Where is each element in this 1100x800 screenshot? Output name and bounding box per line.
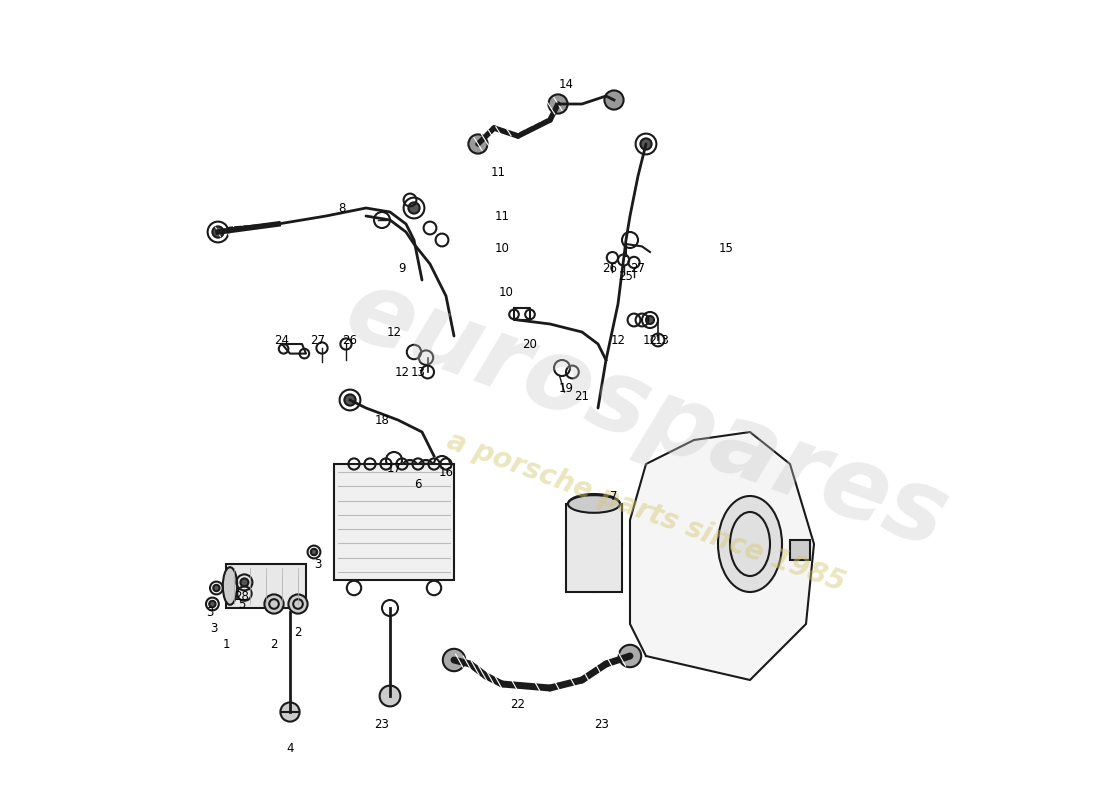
Text: 12: 12: [642, 334, 658, 346]
Circle shape: [241, 578, 249, 586]
Circle shape: [640, 138, 651, 150]
Bar: [334, 464, 454, 580]
Circle shape: [604, 90, 624, 110]
Text: 9: 9: [398, 262, 406, 274]
Ellipse shape: [568, 494, 620, 514]
Text: 3: 3: [315, 558, 321, 570]
Ellipse shape: [718, 496, 782, 592]
Circle shape: [443, 649, 465, 671]
Text: 12: 12: [386, 326, 402, 338]
Text: 5: 5: [239, 598, 245, 610]
Text: 13: 13: [410, 366, 426, 378]
Text: 21: 21: [574, 390, 590, 402]
Polygon shape: [630, 432, 814, 680]
Text: 11: 11: [491, 166, 506, 178]
Text: 24: 24: [275, 334, 289, 346]
Circle shape: [209, 601, 216, 607]
Ellipse shape: [223, 567, 238, 605]
Circle shape: [619, 645, 641, 667]
Text: 27: 27: [630, 262, 646, 274]
Text: 12: 12: [395, 366, 409, 378]
Text: 26: 26: [603, 262, 617, 274]
Text: 13: 13: [654, 334, 670, 346]
Text: 25: 25: [618, 270, 634, 282]
Text: eurospares: eurospares: [332, 262, 960, 570]
Circle shape: [646, 316, 654, 324]
Circle shape: [344, 394, 355, 406]
Text: 19: 19: [559, 382, 573, 394]
Circle shape: [418, 460, 434, 476]
Text: 23: 23: [375, 718, 389, 730]
Text: 16: 16: [439, 466, 453, 478]
Circle shape: [280, 702, 299, 722]
Text: 14: 14: [559, 78, 573, 90]
Text: 2: 2: [271, 638, 277, 650]
Ellipse shape: [566, 496, 621, 592]
Text: 22: 22: [510, 698, 526, 710]
Text: 15: 15: [718, 242, 734, 254]
Circle shape: [264, 594, 284, 614]
Text: 18: 18: [375, 414, 389, 426]
Circle shape: [213, 585, 220, 591]
Circle shape: [311, 549, 317, 555]
Circle shape: [408, 202, 419, 214]
Text: 27: 27: [310, 334, 326, 346]
Circle shape: [379, 686, 400, 706]
Circle shape: [402, 460, 418, 476]
Circle shape: [469, 134, 487, 154]
Text: 7: 7: [610, 490, 618, 502]
Bar: [566, 504, 621, 592]
Text: 10: 10: [498, 286, 514, 298]
Circle shape: [288, 594, 308, 614]
Text: 4: 4: [286, 742, 294, 754]
Text: 8: 8: [339, 202, 345, 214]
Text: a porsche parts since 1985: a porsche parts since 1985: [443, 426, 849, 598]
Text: 26: 26: [342, 334, 358, 346]
Text: 20: 20: [522, 338, 538, 350]
Bar: [226, 564, 306, 608]
Circle shape: [549, 94, 568, 114]
Text: 3: 3: [207, 606, 213, 618]
Text: 6: 6: [415, 478, 421, 490]
Text: 3: 3: [210, 622, 218, 634]
Text: 11: 11: [495, 210, 509, 222]
Text: 10: 10: [495, 242, 509, 254]
Text: 17: 17: [386, 462, 402, 474]
Text: 23: 23: [595, 718, 609, 730]
Bar: [790, 540, 810, 560]
Text: 1: 1: [222, 638, 230, 650]
Circle shape: [212, 226, 223, 238]
Text: 28: 28: [234, 590, 250, 602]
Text: 12: 12: [610, 334, 626, 346]
Ellipse shape: [568, 495, 620, 513]
Text: 2: 2: [295, 626, 301, 638]
